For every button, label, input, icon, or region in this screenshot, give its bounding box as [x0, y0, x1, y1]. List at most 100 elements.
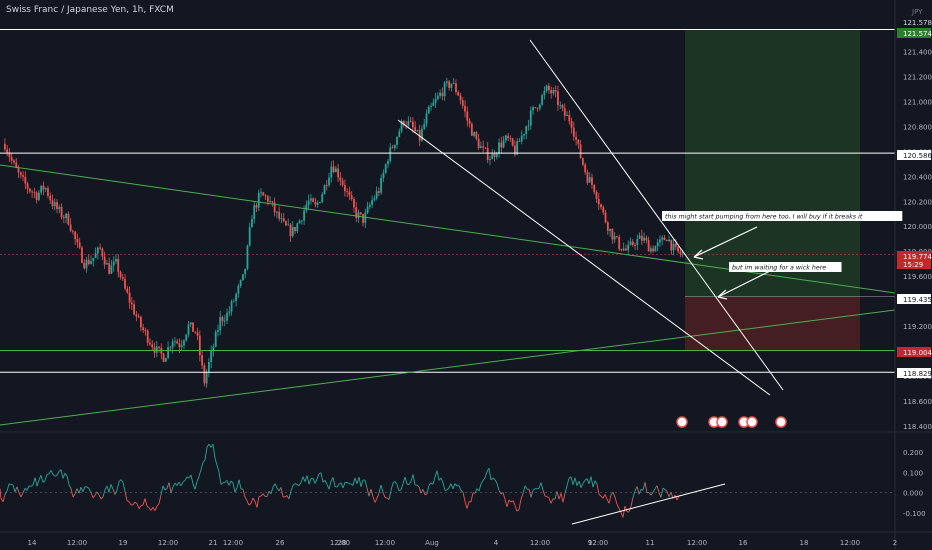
osc-segment: [576, 480, 580, 486]
candle-body: [389, 147, 392, 162]
osc-segment: [394, 481, 398, 485]
candle-body: [509, 138, 512, 139]
osc-segment: [638, 489, 642, 495]
candle-body: [511, 138, 514, 146]
osc-segment: [194, 481, 198, 490]
osc-segment: [336, 483, 340, 488]
osc-segment: [540, 482, 544, 491]
candle-body: [464, 105, 466, 112]
osc-segment: [516, 509, 520, 512]
candle-body: [96, 247, 99, 254]
candle-body: [178, 343, 181, 348]
osc-segment: [200, 462, 204, 470]
candle-body: [373, 198, 376, 201]
candle-body: [647, 240, 650, 252]
candle-body: [364, 212, 367, 223]
osc-segment: [442, 482, 446, 491]
candle-body: [606, 222, 609, 231]
candle-body: [264, 195, 267, 197]
candle-body: [294, 227, 296, 232]
osc-segment: [588, 476, 592, 484]
osc-segment: [260, 493, 264, 497]
candle-body: [117, 258, 120, 272]
candle-body: [346, 191, 349, 192]
candle-body: [246, 245, 249, 269]
osc-segment: [216, 465, 220, 473]
time-tick-label: 26: [276, 539, 285, 547]
osc-segment: [30, 484, 34, 487]
osc-segment: [238, 479, 242, 490]
candle-body: [643, 237, 645, 241]
osc-segment: [304, 475, 308, 482]
candle-body: [99, 247, 101, 249]
osc-segment: [608, 494, 612, 504]
osc-segment: [72, 493, 76, 498]
candle-body: [332, 166, 335, 173]
candle-body: [344, 185, 346, 192]
osc-segment: [332, 477, 336, 487]
candle-body: [668, 239, 670, 242]
osc-segment: [420, 489, 424, 494]
candle-body: [484, 147, 487, 149]
osc-segment: [550, 498, 554, 504]
osc-segment: [432, 476, 436, 485]
osc-segment: [20, 492, 24, 498]
candle-body: [534, 107, 537, 109]
candle-body: [400, 121, 403, 132]
osc-segment: [28, 485, 32, 487]
price-tick-label: 121.400: [903, 49, 932, 57]
candle-body: [239, 280, 242, 286]
white-channel-upper: [529, 39, 784, 391]
price-label: 120.586: [903, 152, 932, 160]
candle-body: [650, 248, 652, 252]
osc-segment: [380, 484, 384, 493]
candle-body: [101, 248, 104, 257]
osc-segment: [496, 483, 500, 491]
annotation-wick: but im waiting for a wick here: [732, 264, 826, 272]
osc-segment: [26, 485, 30, 491]
candle-body: [491, 153, 494, 160]
osc-segment: [126, 500, 130, 502]
candle-body: [507, 135, 509, 139]
candle-body: [155, 346, 158, 353]
candle-body: [470, 123, 473, 136]
osc-segment: [342, 482, 346, 489]
price-label-box: [897, 259, 931, 269]
osc-segment: [546, 496, 550, 499]
osc-segment: [166, 482, 170, 489]
osc-segment: [234, 487, 238, 493]
candle-body: [538, 104, 541, 109]
candle-body: [545, 85, 548, 91]
osc-segment: [354, 477, 358, 484]
price-tick-label: 119.200: [903, 323, 932, 331]
time-tick-label: 18: [800, 539, 809, 547]
osc-segment: [12, 484, 16, 493]
osc-segment: [674, 494, 678, 501]
candle-body: [289, 224, 292, 237]
osc-segment: [426, 485, 430, 494]
osc-segment: [524, 485, 528, 490]
osc-segment: [206, 443, 210, 448]
candle-body: [282, 218, 285, 222]
candle-body: [103, 256, 106, 265]
candle-body: [625, 248, 627, 251]
osc-segment: [560, 493, 564, 503]
candle-body: [570, 121, 573, 128]
osc-segment: [310, 477, 314, 479]
candle-body: [228, 311, 231, 313]
candle-body: [94, 253, 97, 258]
osc-segment: [492, 477, 496, 481]
candle-body: [477, 138, 480, 149]
candle-body: [387, 161, 389, 165]
candle-body: [24, 176, 27, 184]
price-label: 119.774: [903, 253, 932, 261]
candle-body: [189, 322, 192, 325]
osc-segment: [666, 491, 670, 498]
osc-segment: [464, 501, 468, 509]
candle-body: [169, 347, 172, 349]
osc-segment: [88, 488, 92, 493]
osc-segment: [280, 487, 284, 497]
candle-body: [529, 110, 532, 126]
osc-segment: [106, 485, 110, 493]
